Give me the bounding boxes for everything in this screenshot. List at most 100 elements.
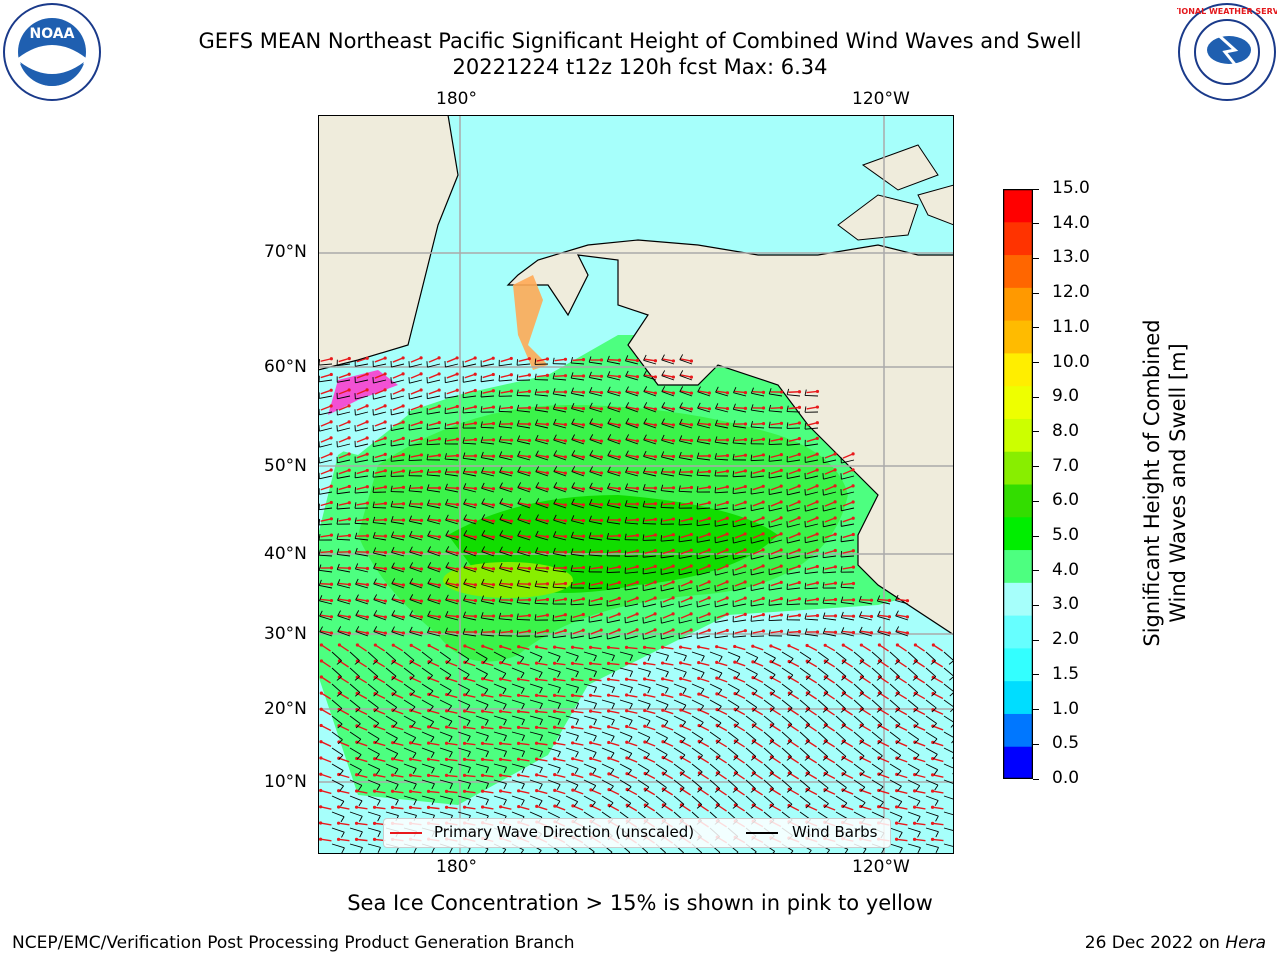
- wind-barb-shaft: [553, 455, 567, 461]
- wind-barb-flag: [696, 486, 699, 493]
- wave-direction-arrow: [932, 822, 944, 826]
- wind-barb-shaft: [583, 795, 596, 803]
- wave-direction-arrow: [392, 373, 404, 379]
- wave-direction-arrowhead: [373, 643, 377, 647]
- wind-barb-shaft: [529, 811, 543, 818]
- wave-direction-arrow: [680, 772, 692, 780]
- wave-direction-arrow: [572, 598, 584, 602]
- wave-direction-arrowhead: [401, 453, 405, 457]
- wind-barb-shaft: [367, 811, 381, 817]
- wind-barb-flag: [571, 515, 575, 521]
- wind-barb-shaft: [805, 491, 819, 496]
- wind-barb-shaft: [625, 472, 639, 477]
- wave-direction-arrowhead: [563, 550, 568, 554]
- wave-direction-arrowhead: [401, 372, 405, 376]
- wind-barb-shaft: [787, 555, 801, 560]
- wind-barb-flag: [481, 578, 485, 585]
- wave-direction-arrowhead: [743, 548, 747, 552]
- wave-direction-arrowhead: [527, 438, 532, 443]
- wind-barb-shaft: [391, 443, 405, 447]
- wave-direction-arrow: [915, 644, 925, 652]
- wave-direction-arrowhead: [931, 773, 935, 777]
- wave-direction-arrowhead: [617, 358, 622, 362]
- wind-barb-flag: [354, 660, 360, 665]
- wave-direction-arrow: [824, 485, 836, 491]
- wave-direction-arrow: [932, 838, 944, 842]
- wave-direction-arrow: [590, 454, 602, 458]
- wind-barb-flag: [448, 720, 453, 727]
- wave-direction-arrow: [428, 582, 440, 586]
- wave-direction-arrowhead: [769, 644, 773, 648]
- wave-direction-arrow: [662, 629, 674, 635]
- wave-direction-arrow: [554, 805, 566, 811]
- wind-barb-shaft: [601, 779, 614, 787]
- wave-direction-arrow: [482, 502, 494, 506]
- wind-barb-flag: [409, 594, 414, 600]
- wind-barb-flag: [391, 594, 396, 600]
- wind-barb-flag: [699, 722, 704, 728]
- wind-barb-flag: [697, 402, 701, 409]
- wave-direction-arrow: [860, 757, 872, 763]
- wave-direction-arrowhead: [329, 533, 334, 537]
- wind-barb-flag: [373, 578, 377, 585]
- wave-direction-arrow: [410, 774, 422, 778]
- wind-barb-flag: [337, 723, 343, 729]
- wind-barb-flag: [876, 676, 882, 681]
- wave-direction-arrowhead: [365, 404, 369, 408]
- wind-barb-shaft: [619, 699, 633, 705]
- wind-barb-flag: [517, 514, 522, 520]
- wave-direction-arrow: [356, 421, 368, 427]
- wave-direction-arrowhead: [401, 436, 405, 440]
- wave-direction-arrow: [590, 406, 602, 410]
- wave-direction-arrow: [626, 629, 638, 635]
- wind-barb-shaft: [805, 571, 819, 575]
- wind-barb-flag: [339, 770, 344, 776]
- wind-barb-shaft: [319, 615, 333, 621]
- wave-direction-arrowhead: [545, 422, 550, 427]
- wave-direction-arrow: [879, 644, 889, 652]
- wind-barb-shaft: [697, 635, 711, 639]
- wind-barb-flag: [840, 566, 843, 573]
- wind-barb-flag: [557, 703, 561, 710]
- wind-barb-shaft: [745, 667, 758, 675]
- map-panel[interactable]: [318, 115, 954, 854]
- wind-barb-shaft: [571, 377, 585, 381]
- wind-barb-flag: [428, 675, 433, 681]
- wind-barb-flag: [643, 386, 648, 392]
- wind-barb-shaft: [673, 667, 687, 673]
- wave-direction-arrow: [752, 613, 764, 619]
- wave-direction-arrowhead: [545, 406, 550, 410]
- wind-barb-shaft: [781, 651, 794, 659]
- wind-barb-flag: [427, 610, 431, 617]
- wave-direction-arrow: [410, 598, 422, 602]
- wave-direction-arrow: [842, 485, 854, 491]
- wave-direction-arrowhead: [725, 422, 730, 426]
- wave-direction-arrow: [518, 742, 530, 746]
- wind-barb-flag: [390, 531, 395, 538]
- wave-direction-arrow: [536, 710, 548, 714]
- wind-barb-flag: [535, 482, 540, 488]
- wind-barb-shaft: [679, 375, 693, 381]
- wave-direction-arrow: [680, 629, 692, 635]
- wind-barb-shaft: [769, 571, 783, 576]
- wind-barb-shaft: [355, 379, 369, 384]
- wind-barb-flag: [372, 676, 379, 681]
- wind-barb-flag: [642, 517, 645, 524]
- wave-direction-arrow: [536, 694, 548, 698]
- wind-barb-flag: [395, 799, 399, 806]
- wave-direction-arrowhead: [473, 486, 478, 491]
- wave-direction-arrow: [374, 790, 386, 794]
- wind-barb-flag: [336, 502, 339, 510]
- wave-direction-arrowhead: [779, 468, 783, 472]
- wind-barb-shaft: [463, 503, 477, 509]
- wave-direction-arrowhead: [779, 532, 783, 536]
- wind-barb-shaft: [607, 439, 621, 445]
- wind-barb-shaft: [625, 505, 639, 509]
- wave-direction-arrow: [428, 534, 440, 538]
- wind-barb-shaft: [373, 459, 387, 463]
- wave-direction-arrowhead: [563, 613, 567, 617]
- wave-direction-arrow: [824, 676, 836, 684]
- wave-direction-arrow: [896, 789, 908, 795]
- wind-barb-shaft: [565, 715, 579, 720]
- wave-direction-arrow: [662, 756, 674, 764]
